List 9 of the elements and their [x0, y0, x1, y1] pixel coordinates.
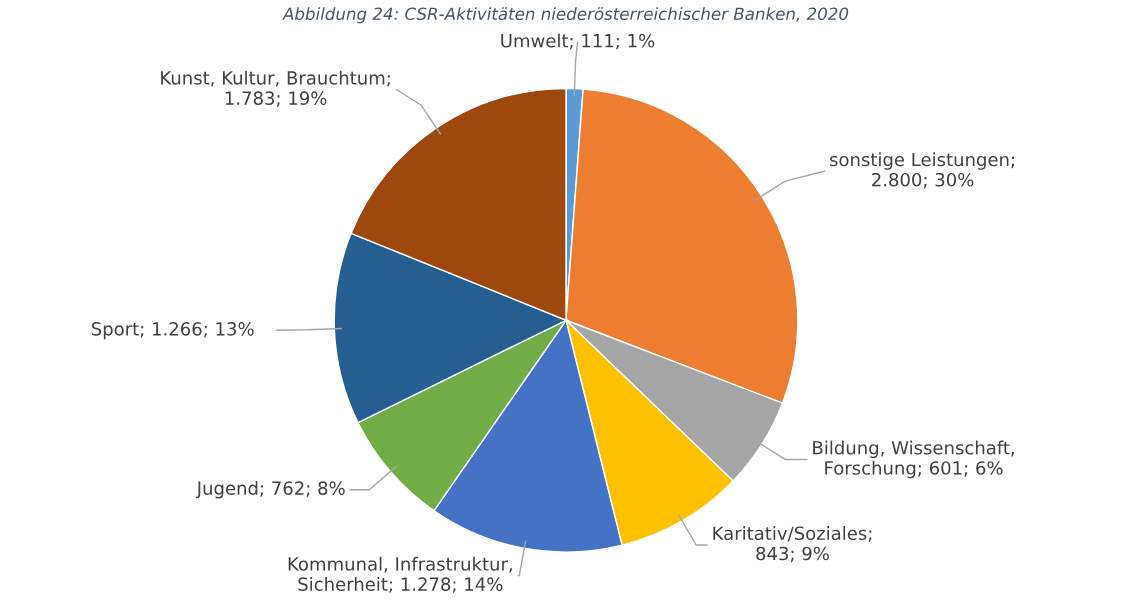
slice-label: Umwelt; 111; 1% — [501, 33, 655, 50]
slice-label: Sport; 1.266; 13% — [91, 322, 254, 340]
slice-label: Jugend; 762; 8% — [195, 480, 345, 499]
slice-label: Bildung, Wissenschaft, Forschung; 601; 6% — [813, 440, 1014, 479]
chart-title: Abbildung 24: CSR-Aktivitäten niederösterreichischer Banken, 2020 — [282, 7, 849, 24]
slice-label: sonstige Leistungen; 2.800; 30% — [830, 152, 1014, 189]
slice-label: Karitativ/Soziales; 843; 9% — [713, 526, 872, 563]
slice-label: Kunst, Kultur, Brauchtum; 1.783; 19% — [161, 70, 390, 107]
slice-label: Kommunal, Infrastruktur, Sicherheit; 1.278; 14% — [288, 556, 512, 593]
